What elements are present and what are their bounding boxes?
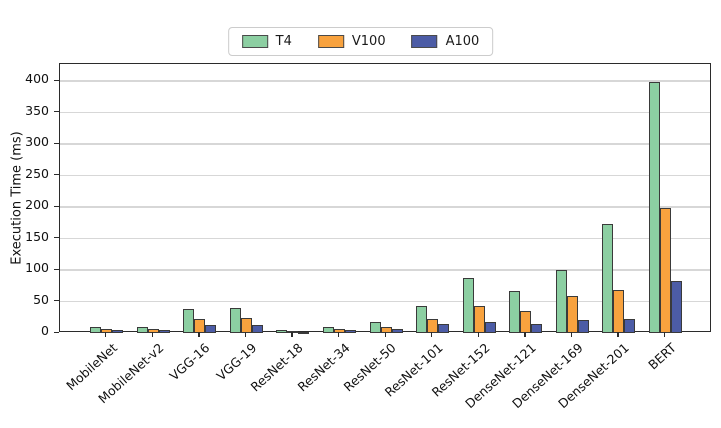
- bar-t4-resnet-34: [322, 326, 334, 333]
- gridline-y-300: [60, 143, 710, 145]
- bar-v100-densenet-201: [613, 290, 625, 333]
- x-tick-mark-densenet-201: [617, 332, 619, 337]
- bar-a100-vgg-16: [205, 325, 217, 333]
- legend-label-t4: T4: [275, 34, 292, 49]
- bar-t4-resnet-50: [369, 322, 381, 333]
- x-tick-label-bert: BERT: [644, 340, 679, 373]
- y-tick-label-100: 100: [25, 260, 49, 275]
- y-tick-label-350: 350: [25, 102, 49, 118]
- gridline-y-200: [60, 206, 710, 208]
- y-tick-label-0: 0: [41, 323, 49, 338]
- bar-a100-bert: [670, 280, 682, 333]
- bar-v100-mobilenet-v2: [147, 329, 159, 333]
- gridline-y-50: [60, 300, 710, 303]
- x-tick-mark-resnet-18: [291, 332, 293, 337]
- bar-v100-vgg-16: [194, 319, 206, 333]
- x-tick-mark-resnet-152: [477, 332, 479, 337]
- bar-v100-vgg-19: [240, 317, 252, 333]
- y-tick-mark-300: [54, 142, 59, 144]
- legend-label-v100: V100: [351, 34, 386, 49]
- bar-a100-densenet-121: [531, 324, 543, 333]
- bar-t4-mobilenet-v2: [136, 326, 148, 333]
- y-tick-mark-150: [54, 237, 59, 239]
- bar-a100-resnet-101: [438, 324, 450, 333]
- y-tick-mark-250: [54, 174, 59, 176]
- bar-v100-mobilenet: [101, 328, 113, 333]
- bar-t4-densenet-121: [509, 290, 521, 333]
- bar-v100-resnet-50: [380, 326, 392, 333]
- bar-t4-resnet-18: [276, 329, 288, 333]
- bar-a100-resnet-18: [298, 331, 310, 334]
- y-tick-mark-100: [54, 268, 59, 270]
- bar-t4-resnet-152: [462, 278, 474, 333]
- bar-a100-densenet-169: [577, 320, 589, 333]
- bar-t4-vgg-19: [229, 307, 241, 333]
- bar-t4-densenet-201: [602, 224, 614, 333]
- y-tick-mark-350: [54, 111, 59, 113]
- bar-t4-densenet-169: [555, 270, 567, 333]
- legend-item-t4: T4: [241, 34, 292, 49]
- y-tick-label-200: 200: [25, 197, 49, 212]
- gridline-y-250: [60, 174, 710, 177]
- legend-item-v100: V100: [317, 34, 386, 49]
- x-tick-mark-resnet-34: [337, 332, 340, 337]
- legend-swatch-a100-icon: [411, 35, 438, 48]
- x-tick-label-vgg-19: VGG-19: [213, 340, 260, 384]
- bar-t4-mobilenet: [90, 326, 102, 333]
- legend-item-a100: A100: [411, 34, 480, 49]
- gridline-y-100: [60, 269, 710, 271]
- x-tick-mark-densenet-121: [524, 332, 526, 337]
- bar-t4-bert: [648, 82, 660, 333]
- bar-v100-bert: [659, 208, 671, 333]
- x-tick-label-vgg-16: VGG-16: [166, 340, 213, 384]
- y-tick-mark-200: [54, 205, 59, 207]
- gridline-y-350: [60, 111, 710, 114]
- bar-a100-vgg-19: [251, 324, 263, 333]
- bar-v100-resnet-101: [427, 318, 439, 333]
- legend-label-a100: A100: [445, 34, 480, 49]
- x-tick-mark-bert: [663, 332, 666, 337]
- y-tick-label-300: 300: [25, 134, 49, 149]
- x-tick-mark-resnet-101: [431, 332, 433, 337]
- y-tick-mark-400: [54, 79, 59, 81]
- bar-v100-densenet-121: [520, 310, 532, 333]
- legend-swatch-v100-icon: [317, 35, 344, 48]
- legend-swatch-t4-icon: [241, 35, 268, 48]
- gridline-y-400: [60, 80, 710, 82]
- gridline-y-150: [60, 237, 710, 240]
- bar-t4-vgg-16: [183, 309, 195, 333]
- x-tick-mark-mobilenet: [105, 332, 107, 337]
- chart-legend: T4 V100 A100: [227, 27, 494, 56]
- x-tick-mark-resnet-50: [384, 332, 386, 337]
- y-tick-label-150: 150: [25, 228, 49, 244]
- plot-area: [59, 63, 711, 334]
- y-tick-label-50: 50: [33, 291, 49, 307]
- bar-t4-resnet-101: [416, 305, 428, 333]
- bar-v100-densenet-169: [566, 296, 578, 333]
- x-tick-mark-vgg-19: [244, 332, 247, 337]
- bar-a100-mobilenet: [112, 330, 124, 333]
- bar-a100-densenet-201: [624, 318, 636, 333]
- x-tick-mark-densenet-169: [570, 332, 573, 337]
- x-tick-mark-mobilenet-v2: [151, 332, 153, 337]
- y-tick-label-250: 250: [25, 165, 49, 181]
- bar-a100-resnet-34: [344, 330, 356, 333]
- bar-v100-resnet-18: [287, 331, 299, 334]
- bar-a100-resnet-152: [484, 322, 496, 333]
- x-tick-mark-vgg-16: [198, 332, 200, 337]
- bar-a100-resnet-50: [391, 329, 403, 333]
- bar-v100-resnet-152: [473, 305, 485, 333]
- y-tick-mark-0: [54, 331, 59, 333]
- bar-v100-resnet-34: [333, 328, 345, 333]
- y-tick-mark-50: [54, 300, 59, 302]
- bar-a100-mobilenet-v2: [158, 330, 170, 333]
- y-tick-label-400: 400: [25, 71, 49, 86]
